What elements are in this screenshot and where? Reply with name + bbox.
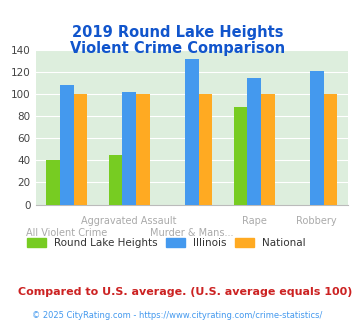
Bar [323, 94, 337, 205]
Bar [234, 107, 247, 205]
Bar [198, 94, 212, 205]
Bar [60, 85, 73, 205]
Bar [310, 71, 323, 205]
Text: © 2025 CityRating.com - https://www.cityrating.com/crime-statistics/: © 2025 CityRating.com - https://www.city… [32, 311, 323, 320]
Text: All Violent Crime: All Violent Crime [26, 228, 107, 238]
Bar [185, 59, 198, 205]
Bar [46, 160, 60, 205]
Bar [261, 94, 275, 205]
Bar [136, 94, 150, 205]
Bar [247, 78, 261, 205]
Text: Violent Crime Comparison: Violent Crime Comparison [70, 41, 285, 56]
Text: Murder & Mans...: Murder & Mans... [150, 228, 234, 238]
Bar [109, 155, 122, 205]
Bar [122, 92, 136, 205]
Legend: Round Lake Heights, Illinois, National: Round Lake Heights, Illinois, National [23, 234, 310, 252]
Text: Robbery: Robbery [296, 216, 337, 226]
Bar [73, 94, 87, 205]
Text: 2019 Round Lake Heights: 2019 Round Lake Heights [72, 25, 283, 40]
Text: Aggravated Assault: Aggravated Assault [81, 216, 177, 226]
Text: Compared to U.S. average. (U.S. average equals 100): Compared to U.S. average. (U.S. average … [18, 287, 352, 297]
Text: Rape: Rape [242, 216, 267, 226]
